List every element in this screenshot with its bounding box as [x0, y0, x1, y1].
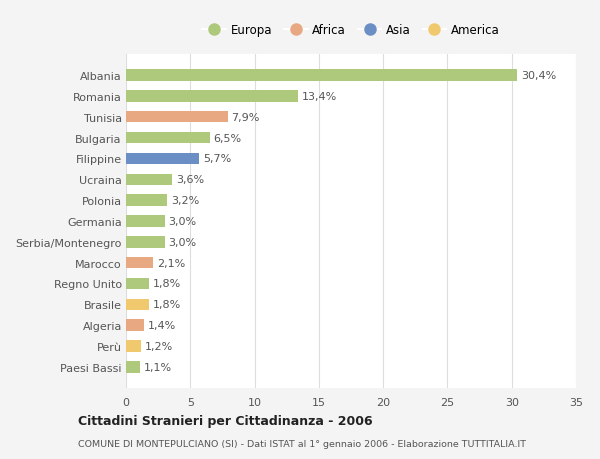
Text: 13,4%: 13,4%: [302, 92, 337, 102]
Text: Cittadini Stranieri per Cittadinanza - 2006: Cittadini Stranieri per Cittadinanza - 2…: [78, 414, 373, 428]
Text: 1,8%: 1,8%: [153, 300, 181, 310]
Bar: [126, 341, 142, 352]
Bar: [126, 91, 298, 102]
Text: 3,0%: 3,0%: [169, 237, 197, 247]
Text: 1,8%: 1,8%: [153, 279, 181, 289]
Bar: [126, 299, 149, 310]
Bar: [126, 174, 172, 185]
Text: 1,1%: 1,1%: [144, 362, 172, 372]
Bar: [126, 133, 209, 144]
Bar: [126, 278, 149, 290]
Text: 1,4%: 1,4%: [148, 320, 176, 330]
Text: 3,2%: 3,2%: [171, 196, 199, 206]
Text: 6,5%: 6,5%: [214, 133, 242, 143]
Bar: [126, 257, 153, 269]
Bar: [126, 112, 227, 123]
Bar: [126, 195, 167, 207]
Text: 1,2%: 1,2%: [145, 341, 173, 351]
Legend: Europa, Africa, Asia, America: Europa, Africa, Asia, America: [202, 24, 500, 37]
Text: 7,9%: 7,9%: [232, 112, 260, 123]
Text: 30,4%: 30,4%: [521, 71, 556, 81]
Bar: [126, 153, 199, 165]
Text: 3,6%: 3,6%: [176, 175, 204, 185]
Text: 5,7%: 5,7%: [203, 154, 232, 164]
Bar: [126, 70, 517, 82]
Text: COMUNE DI MONTEPULCIANO (SI) - Dati ISTAT al 1° gennaio 2006 - Elaborazione TUTT: COMUNE DI MONTEPULCIANO (SI) - Dati ISTA…: [78, 439, 526, 448]
Bar: [126, 361, 140, 373]
Bar: [126, 216, 164, 227]
Bar: [126, 320, 144, 331]
Bar: [126, 236, 164, 248]
Text: 2,1%: 2,1%: [157, 258, 185, 268]
Text: 3,0%: 3,0%: [169, 217, 197, 226]
